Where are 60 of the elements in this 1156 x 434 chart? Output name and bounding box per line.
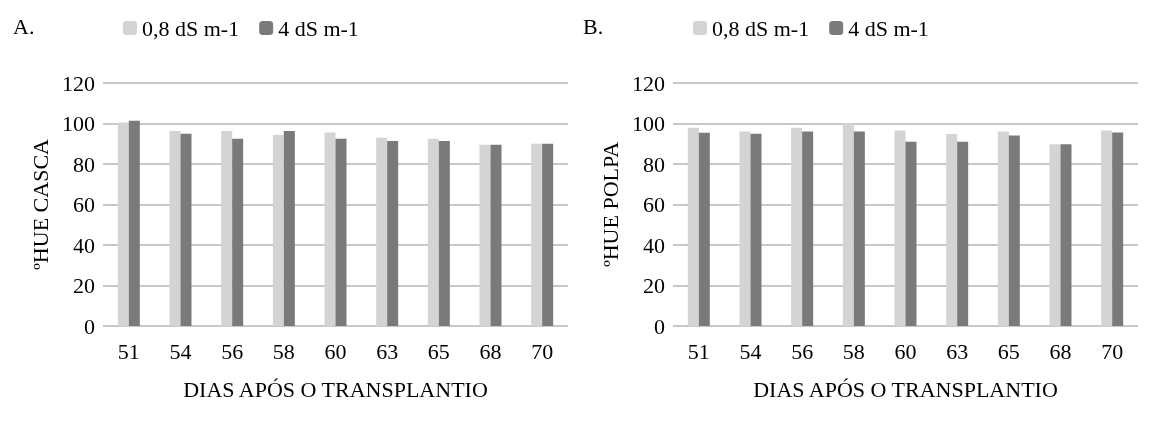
y-tick-label: 80 [643,151,665,177]
bar [698,132,710,326]
x-tick-label: 56 [791,338,814,364]
bar [853,131,865,326]
y-axis-title: ºHUE CASCA [27,138,53,270]
y-tick-label: 100 [632,111,665,136]
y-tick-label: 0 [654,313,665,339]
x-tick-label: 51 [117,338,140,364]
x-tick-label: 68 [479,338,502,364]
x-tick-label: 65 [427,338,450,364]
x-tick-label: 63 [946,338,969,364]
x-tick-label: 54 [169,338,192,364]
x-tick-label: 51 [687,338,710,364]
y-tick-label: 20 [73,273,95,298]
x-tick-label: 58 [272,338,295,364]
y-axis-title: ºHUE POLPA [597,141,623,268]
x-tick-label: 56 [221,338,244,364]
x-tick-label: 63 [376,338,399,364]
y-tick-label: 120 [62,70,95,96]
x-tick-label: 54 [739,338,762,364]
x-tick-label: 60 [894,338,917,364]
x-tick-label: 68 [1049,338,1072,364]
y-tick-label: 60 [643,192,665,217]
bar [1112,132,1124,326]
bar [128,120,140,326]
bar [957,141,969,326]
x-tick-label: 58 [842,338,865,364]
y-tick-label: 120 [632,70,665,96]
x-axis-title: DIAS APÓS O TRANSPLANTIO [183,376,488,402]
y-tick-label: 40 [73,232,95,258]
y-tick-label: 20 [643,273,665,298]
y-tick-label: 60 [73,192,95,217]
chart-title: A. [13,13,35,39]
bar [1060,144,1072,326]
y-tick-label: 80 [73,151,95,177]
bar [335,138,347,326]
x-axis-title: DIAS APÓS O TRANSPLANTIO [753,376,1058,402]
x-tick-label: 70 [531,338,554,364]
y-tick-label: 40 [643,232,665,258]
bar [283,130,295,326]
y-tick-label: 100 [62,111,95,136]
x-tick-label: 70 [1101,338,1124,364]
bar [490,144,502,326]
bar [232,138,244,326]
y-tick-label: 0 [84,313,95,339]
x-tick-label: 60 [324,338,347,364]
bar [802,131,814,326]
bar [750,133,762,326]
legend-label: 4 dS m-1 [848,15,929,41]
legend-label: 0,8 dS m-1 [142,15,240,41]
legend-label: 0,8 dS m-1 [712,15,810,41]
bar [905,141,917,326]
bar [438,141,450,326]
legend-label: 4 dS m-1 [278,15,359,41]
bar [180,133,192,326]
chart-title: B. [583,13,604,39]
bar [542,143,554,326]
x-tick-label: 65 [997,338,1020,364]
bar [387,141,399,326]
bar [1008,135,1020,326]
